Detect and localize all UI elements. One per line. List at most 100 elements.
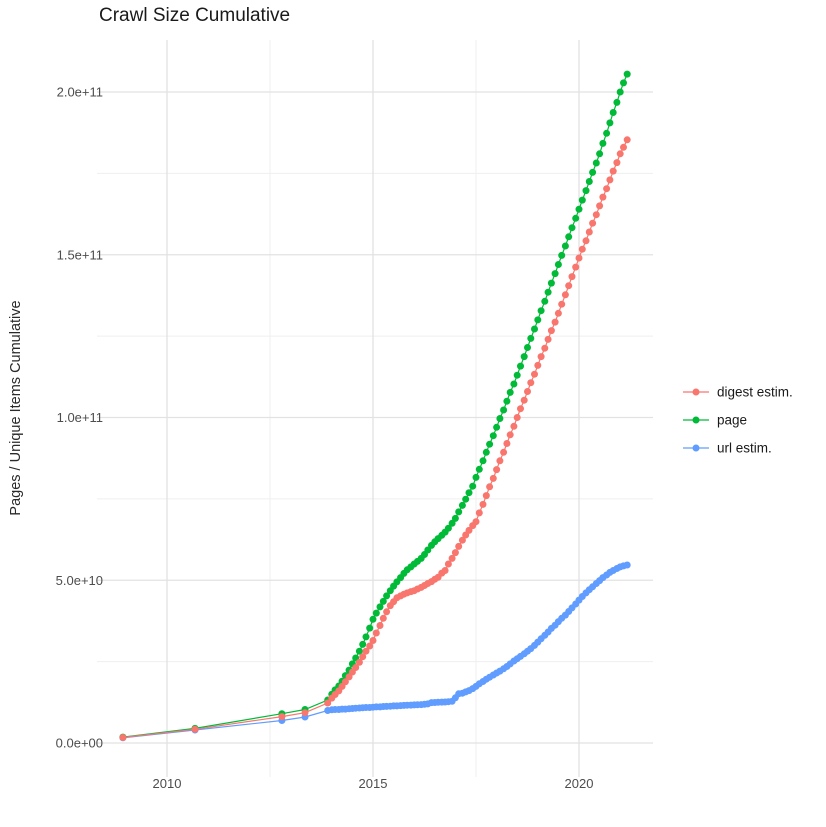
data-point-digest-estim bbox=[496, 457, 504, 465]
data-point-digest-estim bbox=[444, 560, 452, 568]
legend-item-page: page bbox=[683, 413, 747, 428]
data-point-page bbox=[547, 279, 555, 287]
legend-label: digest estim. bbox=[717, 385, 793, 400]
data-point-page bbox=[589, 168, 597, 176]
data-point-digest-estim bbox=[486, 483, 494, 491]
data-point-digest-estim bbox=[568, 273, 576, 281]
y-axis-title: Pages / Unique Items Cumulative bbox=[8, 300, 24, 516]
data-point-digest-estim bbox=[616, 150, 624, 158]
legend-label: url estim. bbox=[717, 441, 772, 456]
data-point-digest-estim bbox=[355, 658, 363, 666]
data-point-digest-estim bbox=[585, 228, 593, 236]
data-point-digest-estim bbox=[551, 318, 559, 326]
data-point-page bbox=[369, 615, 377, 623]
legend-key-dot bbox=[692, 444, 700, 452]
data-point-url-estim bbox=[623, 561, 631, 569]
legend: digest estim. page url estim. bbox=[683, 385, 793, 456]
data-point-digest-estim bbox=[554, 309, 562, 317]
data-point-page bbox=[575, 205, 583, 213]
data-point-digest-estim bbox=[369, 637, 377, 644]
data-point-page bbox=[513, 371, 521, 379]
data-point-page bbox=[465, 489, 473, 497]
data-point-page bbox=[376, 603, 384, 611]
data-point-digest-estim bbox=[544, 335, 552, 343]
data-point-page bbox=[603, 129, 611, 137]
data-point-digest-estim bbox=[510, 422, 518, 430]
y-tick-label: 5.0e+10 bbox=[56, 573, 103, 588]
data-point-page bbox=[606, 119, 614, 127]
legend-key-dot bbox=[692, 388, 700, 396]
data-point-page bbox=[455, 508, 463, 516]
data-point-digest-estim bbox=[578, 245, 586, 253]
panel-grid bbox=[97, 40, 653, 777]
data-point-page bbox=[592, 159, 600, 167]
data-point-page bbox=[616, 88, 624, 96]
data-point-digest-estim bbox=[517, 405, 524, 413]
data-point-digest-estim bbox=[475, 509, 483, 517]
data-point-page bbox=[534, 316, 542, 324]
data-point-page bbox=[565, 233, 573, 241]
data-point-page bbox=[379, 597, 387, 605]
data-point-digest-estim bbox=[458, 536, 466, 544]
data-point-page bbox=[572, 214, 580, 222]
data-point-page bbox=[366, 624, 374, 632]
data-point-page bbox=[561, 242, 569, 250]
data-point-digest-estim bbox=[609, 167, 617, 175]
data-point-digest-estim bbox=[603, 185, 611, 193]
data-point-page bbox=[496, 415, 504, 422]
data-point-digest-estim bbox=[376, 622, 384, 629]
data-point-digest-estim bbox=[503, 440, 511, 447]
data-point-digest-estim bbox=[558, 300, 566, 308]
data-point-page bbox=[582, 187, 590, 195]
data-point-page bbox=[482, 448, 490, 456]
data-point-page bbox=[500, 406, 508, 414]
data-point-digest-estim bbox=[301, 709, 309, 717]
x-tick-label: 2020 bbox=[565, 776, 594, 791]
data-point-page bbox=[489, 432, 497, 440]
data-point-digest-estim bbox=[482, 492, 490, 500]
data-point-digest-estim bbox=[520, 396, 528, 404]
data-point-digest-estim bbox=[472, 518, 480, 526]
data-point-digest-estim bbox=[324, 699, 332, 707]
data-point-digest-estim bbox=[531, 370, 538, 378]
data-point-page bbox=[541, 297, 549, 305]
data-point-page bbox=[472, 473, 480, 481]
data-point-digest-estim bbox=[191, 725, 199, 733]
data-point-digest-estim bbox=[119, 734, 127, 741]
data-point-digest-estim bbox=[547, 327, 555, 335]
x-tick-label: 2015 bbox=[359, 776, 388, 791]
data-point-page bbox=[362, 633, 370, 641]
data-point-page bbox=[475, 465, 483, 473]
data-point-digest-estim bbox=[479, 500, 487, 508]
data-point-digest-estim bbox=[613, 159, 621, 167]
data-point-page bbox=[578, 196, 586, 204]
data-point-digest-estim bbox=[524, 388, 531, 395]
y-tick-label: 1.5e+11 bbox=[57, 247, 103, 262]
x-tick-label: 2010 bbox=[153, 776, 182, 791]
data-point-digest-estim bbox=[589, 219, 597, 227]
data-point-digest-estim bbox=[534, 361, 542, 369]
series-line-url-estim bbox=[122, 564, 628, 739]
data-point-digest-estim bbox=[366, 642, 374, 650]
data-point-page bbox=[558, 251, 566, 259]
data-point-page bbox=[503, 397, 511, 405]
data-point-page bbox=[451, 514, 459, 522]
data-point-page bbox=[520, 353, 528, 361]
legend-key-dot bbox=[692, 416, 700, 424]
data-point-page bbox=[458, 501, 466, 509]
data-point-page bbox=[444, 524, 452, 532]
data-point-page bbox=[585, 178, 593, 185]
data-point-digest-estim bbox=[372, 629, 380, 637]
data-point-page bbox=[359, 640, 367, 648]
data-point-page bbox=[479, 457, 487, 465]
data-point-page bbox=[551, 270, 559, 278]
data-point-page bbox=[510, 380, 518, 388]
data-point-page bbox=[554, 261, 562, 268]
data-point-digest-estim bbox=[362, 647, 370, 655]
data-point-digest-estim bbox=[359, 653, 367, 661]
data-point-digest-estim bbox=[341, 678, 349, 686]
data-point-digest-estim bbox=[592, 211, 600, 219]
data-point-page bbox=[609, 109, 617, 116]
data-point-page bbox=[506, 388, 514, 396]
data-point-page bbox=[355, 647, 363, 655]
